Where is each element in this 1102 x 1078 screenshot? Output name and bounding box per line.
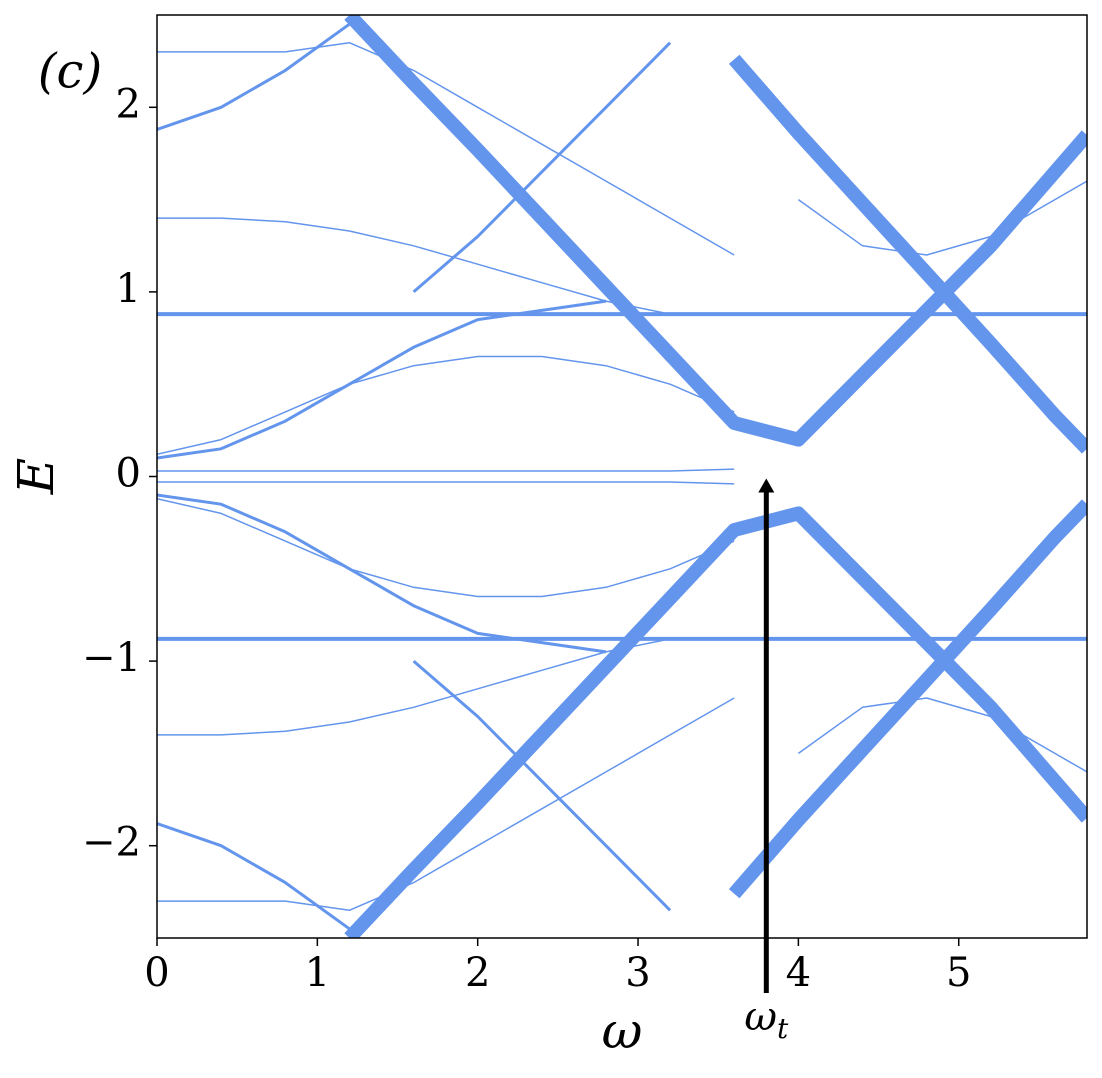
y-tick-label: −1	[82, 635, 141, 681]
y-axis-label: E	[7, 458, 65, 496]
band-line	[157, 41, 735, 256]
band-line	[157, 822, 351, 931]
x-tick-label: 0	[144, 950, 169, 996]
band-line	[157, 497, 735, 598]
band-line	[797, 697, 1087, 773]
band-line	[157, 481, 735, 485]
band-line	[412, 41, 672, 294]
band-line	[157, 22, 351, 131]
y-tick-label: 1	[116, 266, 141, 312]
band-line	[157, 697, 735, 912]
x-tick-label: 5	[946, 950, 971, 996]
y-tick-label: −2	[82, 820, 141, 866]
x-tick-label: 1	[305, 950, 330, 996]
band-line	[157, 217, 671, 315]
annotation-symbol: ω	[744, 994, 777, 1040]
band-line	[412, 659, 672, 912]
plot-frame	[156, 14, 1088, 939]
x-axis-label: ω	[602, 1002, 643, 1060]
x-tick-label: 3	[625, 950, 650, 996]
band-line	[797, 180, 1087, 256]
band-line	[157, 638, 671, 736]
band-line	[344, 506, 1087, 938]
band-line	[344, 15, 1087, 447]
band-line	[728, 54, 1087, 454]
band-line	[157, 468, 735, 472]
panel-label: (c)	[38, 44, 102, 100]
annotation-label: ωt	[744, 994, 789, 1045]
band-line	[157, 299, 607, 460]
x-tick-label: 2	[465, 950, 490, 996]
annotation-subscript: t	[777, 1012, 789, 1045]
plot-lines	[157, 15, 1087, 938]
band-line	[157, 355, 735, 456]
y-tick-label: 0	[116, 451, 141, 497]
band-line	[157, 493, 607, 654]
x-tick-label: 4	[786, 950, 811, 996]
band-line	[728, 499, 1087, 899]
annotation-arrowhead	[758, 478, 775, 493]
y-tick-label: 2	[116, 81, 141, 127]
